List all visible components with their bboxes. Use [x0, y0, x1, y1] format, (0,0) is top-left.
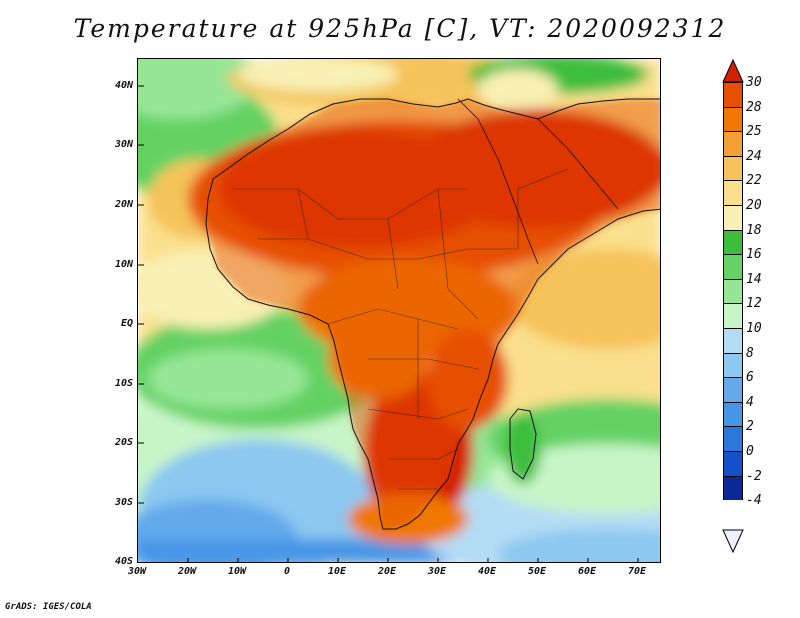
colorbar-label: 22	[746, 173, 762, 189]
colorbar-label: 16	[746, 247, 762, 263]
colorbar-segment	[723, 352, 743, 378]
colorbar-label: 24	[746, 148, 762, 164]
colorbar-segment	[723, 401, 743, 427]
colorbar-label: 20	[746, 198, 762, 213]
colorbar-label: 6	[746, 370, 754, 386]
lon-label-20e: 20E	[377, 566, 397, 577]
colorbar-label: 18	[746, 222, 762, 238]
lon-label-0: 0	[283, 566, 291, 577]
coastlines	[205, 98, 660, 530]
lon-label-10w: 10W	[227, 566, 247, 577]
temperature-map[interactable]	[137, 58, 661, 563]
lat-label-20s: 20S	[114, 437, 133, 448]
lat-label-10s: 10S	[114, 378, 133, 389]
footer-credit: GrADS: IGES/COLA	[5, 602, 92, 612]
lon-label-60e: 60E	[577, 566, 597, 577]
lon-label-20w: 20W	[177, 566, 197, 577]
colorbar-segment	[723, 328, 743, 353]
colorbar-segment	[723, 155, 743, 181]
colorbar-segment	[723, 106, 743, 132]
lat-label-40s: 40S	[114, 556, 133, 567]
map-ticks	[138, 85, 639, 562]
colorbar-label: 8	[746, 345, 754, 361]
lat-label-40n: 40N	[114, 80, 133, 91]
colorbar-segment	[723, 180, 743, 205]
lon-label-70e: 70E	[627, 566, 647, 577]
lat-label-30n: 30N	[114, 139, 133, 150]
colorbar-label: 10	[746, 321, 762, 336]
colorbar-label: 14	[746, 271, 762, 287]
colorbar-label: -4	[746, 493, 762, 509]
map-canvas	[138, 59, 660, 562]
colorbar-label: 0	[746, 444, 754, 459]
lon-label-40e: 40E	[477, 566, 497, 577]
colorbar-segment	[723, 451, 743, 476]
country-borders	[233, 168, 569, 490]
colorbar-segment	[723, 82, 743, 107]
lon-label-30w: 30W	[127, 566, 147, 577]
colorbar-segment	[723, 278, 743, 304]
lon-label-10e: 10E	[327, 566, 347, 577]
colorbar-label: 4	[746, 394, 754, 410]
colorbar-label: 12	[746, 296, 762, 312]
colorbar-label: 2	[746, 419, 754, 435]
colorbar-label: -2	[746, 468, 762, 484]
colorbar-label: 30	[746, 75, 762, 90]
colorbar-segment	[723, 131, 743, 156]
colorbar-segment	[723, 229, 743, 255]
lon-label-30e: 30E	[427, 566, 447, 577]
colorbar-label: 28	[746, 99, 762, 115]
colorbar-segment	[723, 475, 743, 501]
lon-label-50e: 50E	[527, 566, 547, 577]
chart-title: Temperature at 925hPa [C], VT: 202009231…	[73, 14, 727, 43]
colorbar-segment	[723, 377, 743, 402]
colorbar-graphic	[722, 58, 744, 554]
colorbar-segment	[723, 254, 743, 279]
colorbar-label: 25	[746, 124, 762, 140]
colorbar-segment	[723, 303, 743, 328]
colorbar-segment	[723, 426, 743, 451]
lat-label-10n: 10N	[114, 259, 133, 270]
lat-label-20n: 20N	[114, 199, 133, 210]
lat-label-eq: EQ	[120, 318, 133, 329]
lat-label-30s: 30S	[114, 497, 133, 508]
colorbar-segment	[723, 205, 743, 230]
